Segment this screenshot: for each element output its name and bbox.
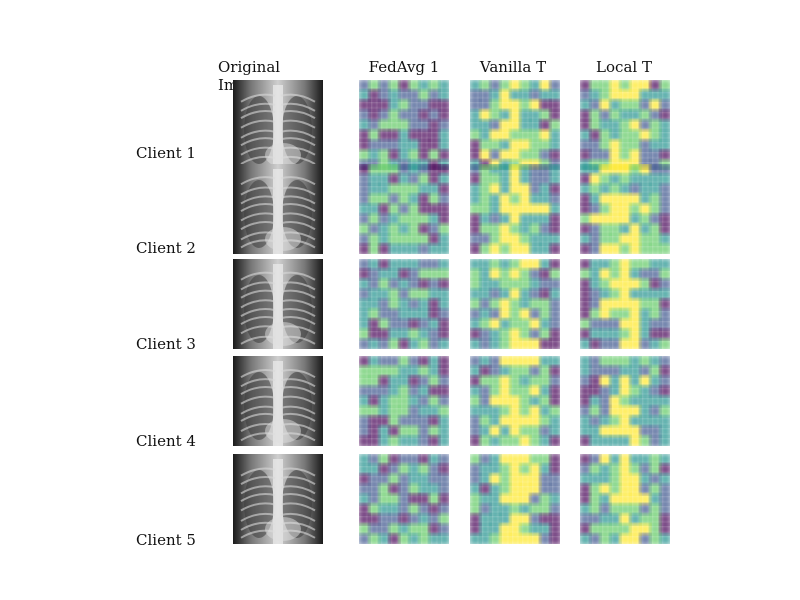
saliency-heatmap-client-4-col-2 xyxy=(359,356,449,446)
column-header-local-t: Local T xyxy=(596,58,652,76)
saliency-heatmap-client-2-col-2 xyxy=(359,164,449,254)
saliency-heatmap-client-4-col-4 xyxy=(580,356,670,446)
xray-image-client-3-col-1 xyxy=(233,259,323,349)
row-label-client-5: Client 5 xyxy=(136,531,196,549)
saliency-heatmap-client-1-col-3 xyxy=(470,80,560,170)
row-label-client-2: Client 2 xyxy=(136,239,196,257)
saliency-heatmap-client-1-col-4 xyxy=(580,80,670,170)
heatmap-graphic xyxy=(470,164,560,254)
saliency-heatmap-client-2-col-4 xyxy=(580,164,670,254)
heatmap-graphic xyxy=(359,164,449,254)
saliency-heatmap-client-5-col-3 xyxy=(470,454,560,544)
heatmap-graphic xyxy=(580,454,670,544)
saliency-heatmap-client-3-col-4 xyxy=(580,259,670,349)
heatmap-graphic xyxy=(359,356,449,446)
heatmap-graphic xyxy=(580,356,670,446)
saliency-heatmap-client-5-col-4 xyxy=(580,454,670,544)
row-label-client-3: Client 3 xyxy=(136,335,196,353)
xray-graphic xyxy=(233,454,323,544)
heatmap-graphic xyxy=(359,80,449,170)
saliency-heatmap-client-4-col-3 xyxy=(470,356,560,446)
saliency-heatmap-client-3-col-3 xyxy=(470,259,560,349)
saliency-heatmap-client-2-col-3 xyxy=(470,164,560,254)
heatmap-graphic xyxy=(359,454,449,544)
column-header-fedavg-1: FedAvg 1 xyxy=(368,58,440,76)
saliency-heatmap-client-1-col-2 xyxy=(359,80,449,170)
row-label-client-4: Client 4 xyxy=(136,432,196,450)
heatmap-graphic xyxy=(580,164,670,254)
saliency-heatmap-client-5-col-2 xyxy=(359,454,449,544)
xray-image-client-1-col-1 xyxy=(233,80,323,170)
heatmap-graphic xyxy=(470,80,560,170)
xray-graphic xyxy=(233,80,323,170)
heatmap-graphic xyxy=(580,80,670,170)
heatmap-graphic xyxy=(580,259,670,349)
xray-image-client-2-col-1 xyxy=(233,164,323,254)
heatmap-graphic xyxy=(359,259,449,349)
row-label-client-1: Client 1 xyxy=(136,144,196,162)
heatmap-graphic xyxy=(470,454,560,544)
xray-image-client-4-col-1 xyxy=(233,356,323,446)
heatmap-graphic xyxy=(470,259,560,349)
column-header-vanilla-t: Vanilla T xyxy=(479,58,547,76)
heatmap-graphic xyxy=(470,356,560,446)
xray-graphic xyxy=(233,164,323,254)
xray-image-client-5-col-1 xyxy=(233,454,323,544)
xray-graphic xyxy=(233,356,323,446)
saliency-heatmap-client-3-col-2 xyxy=(359,259,449,349)
xray-graphic xyxy=(233,259,323,349)
